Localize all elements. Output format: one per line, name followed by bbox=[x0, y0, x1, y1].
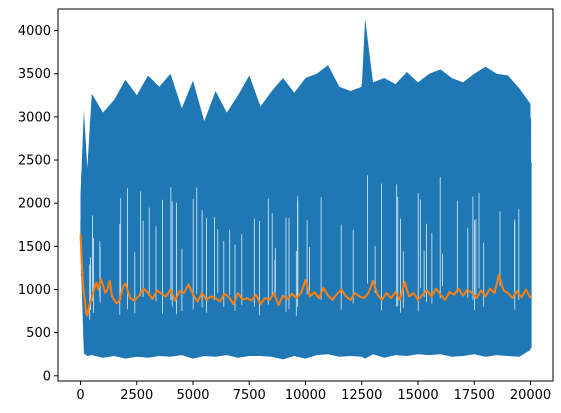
x-tick-label: 7500 bbox=[233, 388, 266, 403]
x-tick-label: 10000 bbox=[285, 388, 326, 403]
x-tick-label: 15000 bbox=[397, 388, 438, 403]
x-tick-label: 20000 bbox=[510, 388, 551, 403]
series-1-line bbox=[80, 38, 532, 358]
y-tick-label: 500 bbox=[26, 326, 51, 341]
y-tick-label: 0 bbox=[43, 369, 51, 384]
y-tick-label: 4000 bbox=[18, 24, 51, 39]
x-axis: 0 2500 5000 7500 10000 12500 15000 17500 20000 bbox=[76, 381, 551, 403]
x-tick-label: 5000 bbox=[176, 388, 209, 403]
y-tick-label: 3500 bbox=[18, 67, 51, 82]
y-tick-label: 1500 bbox=[18, 240, 51, 255]
series-1 bbox=[80, 18, 532, 360]
series-2 bbox=[79, 234, 532, 317]
y-axis: 0 500 1000 1500 2000 2500 3000 3500 4000 bbox=[18, 24, 58, 384]
y-tick-label: 1000 bbox=[18, 283, 51, 298]
x-tick-label: 0 bbox=[76, 388, 84, 403]
y-tick-label: 2500 bbox=[18, 154, 51, 169]
series-2-line bbox=[79, 234, 532, 317]
x-tick-label: 12500 bbox=[341, 388, 382, 403]
y-tick-label: 3000 bbox=[18, 110, 51, 125]
x-tick-label: 2500 bbox=[120, 388, 153, 403]
y-tick-label: 2000 bbox=[18, 197, 51, 212]
series-layer bbox=[79, 18, 532, 360]
x-tick-label: 17500 bbox=[454, 388, 495, 403]
